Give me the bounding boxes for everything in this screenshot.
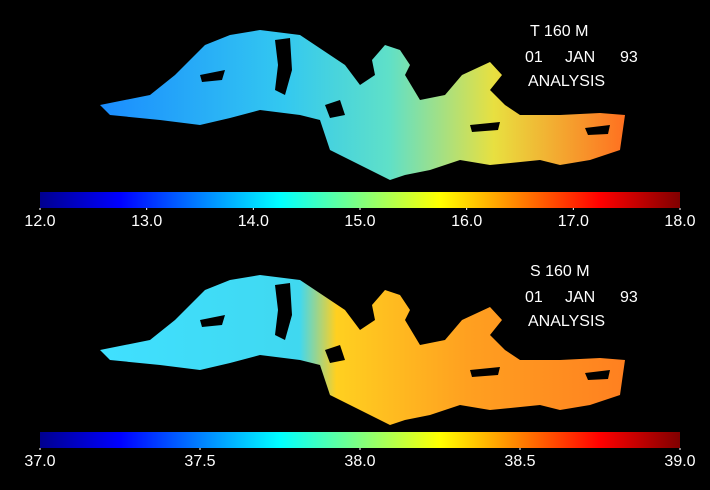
date-month: JAN: [565, 289, 595, 306]
colorbar-tick-label: 16.0: [451, 213, 482, 230]
colorbar-tick-label: 37.0: [24, 453, 55, 470]
panel-title: S 160 M: [530, 263, 590, 280]
map-salinity: [100, 275, 625, 425]
date-day: 01: [525, 49, 543, 66]
colorbar-tick-label: 37.5: [184, 453, 215, 470]
date-year: 93: [620, 49, 638, 66]
colorbar-tick-label: 15.0: [344, 213, 375, 230]
panel-title: T 160 M: [530, 23, 588, 40]
date-year: 93: [620, 289, 638, 306]
colorbar-tick-label: 38.5: [504, 453, 535, 470]
date-month: JAN: [565, 49, 595, 66]
colorbar: [40, 432, 680, 448]
map-temperature: [100, 30, 625, 180]
colorbar: [40, 192, 680, 208]
colorbar-tick-label: 14.0: [238, 213, 269, 230]
colorbar-tick-label: 18.0: [664, 213, 695, 230]
colorbar-tick-label: 39.0: [664, 453, 695, 470]
colorbar-tick-label: 12.0: [24, 213, 55, 230]
date-day: 01: [525, 289, 543, 306]
colorbar-tick-label: 13.0: [131, 213, 162, 230]
colorbar-tick-label: 17.0: [558, 213, 589, 230]
analysis-label: ANALYSIS: [528, 73, 605, 90]
colorbar-tick-label: 38.0: [344, 453, 375, 470]
analysis-label: ANALYSIS: [528, 313, 605, 330]
